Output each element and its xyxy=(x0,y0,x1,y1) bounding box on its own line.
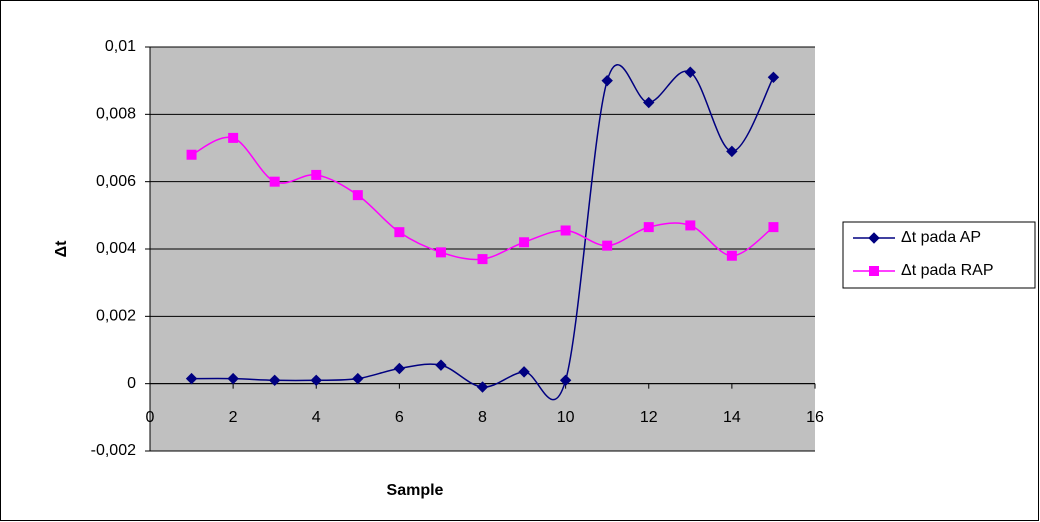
data-point xyxy=(767,71,780,84)
data-point xyxy=(310,374,322,387)
x-tick-label: 16 xyxy=(806,409,824,426)
y-tick-label: 0 xyxy=(127,375,136,392)
legend-marker xyxy=(869,266,879,276)
x-axis-title: Sample xyxy=(387,482,444,499)
data-point xyxy=(227,372,239,385)
x-tick-label: 4 xyxy=(312,409,321,426)
data-point xyxy=(352,190,363,201)
data-point xyxy=(186,149,197,160)
data-point xyxy=(684,66,697,78)
data-point xyxy=(685,220,696,231)
x-tick-label: 8 xyxy=(478,409,487,426)
data-point xyxy=(768,222,779,233)
y-tick-label: 0,002 xyxy=(96,308,136,325)
data-point xyxy=(393,362,406,375)
data-point xyxy=(394,227,405,238)
data-point xyxy=(643,222,654,233)
data-point xyxy=(519,237,530,248)
y-tick-label: 0,008 xyxy=(96,106,136,123)
y-tick-label: 0,006 xyxy=(96,173,136,190)
data-point xyxy=(602,240,613,251)
data-point xyxy=(269,176,280,187)
data-point xyxy=(352,372,364,385)
y-tick-label: 0,004 xyxy=(96,240,136,257)
data-point xyxy=(477,254,488,265)
y-tick-label: 0,01 xyxy=(105,38,136,55)
data-point xyxy=(311,169,322,180)
y-axis-title: Δt xyxy=(53,240,70,258)
data-point xyxy=(228,132,239,143)
x-tick-label: 2 xyxy=(229,409,238,426)
x-tick-label: 12 xyxy=(640,409,658,426)
data-point xyxy=(268,374,281,387)
legend-box xyxy=(842,221,1036,289)
x-tick-label: 10 xyxy=(557,409,575,426)
data-point xyxy=(476,381,489,393)
data-point xyxy=(518,366,530,378)
data-point xyxy=(726,145,738,158)
data-point xyxy=(601,74,613,87)
x-tick-label: 6 xyxy=(395,409,404,426)
legend-label: Δt pada RAP xyxy=(901,262,994,279)
y-tick-label: -0,002 xyxy=(91,442,136,459)
legend-marker xyxy=(868,232,880,244)
data-point xyxy=(185,372,198,385)
data-point xyxy=(560,225,571,236)
data-point xyxy=(726,250,737,261)
x-tick-label: 14 xyxy=(723,409,741,426)
legend-label: Δt pada AP xyxy=(901,229,981,246)
data-point xyxy=(435,247,446,258)
data-point xyxy=(435,359,447,371)
data-point xyxy=(559,374,572,387)
data-point xyxy=(643,96,655,109)
